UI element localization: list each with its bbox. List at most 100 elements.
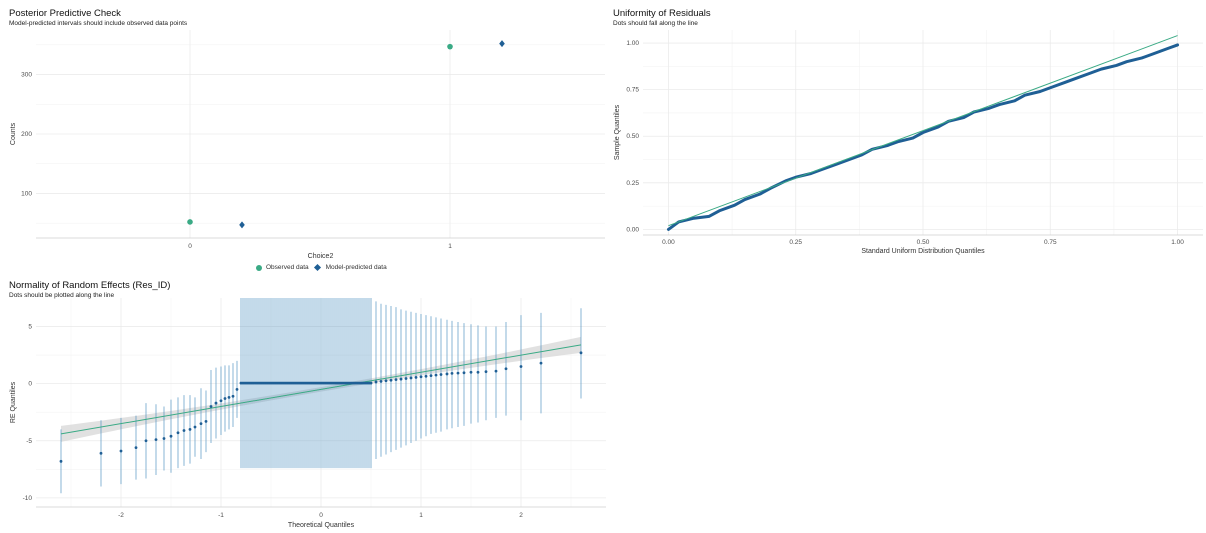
re-point [311, 381, 315, 385]
re-point [188, 427, 192, 431]
re-point [219, 399, 223, 403]
re-point [235, 387, 239, 391]
predicted-legend-label: Model-predicted data [325, 264, 387, 271]
re-point [343, 381, 347, 385]
x-tick-label: 0.00 [662, 239, 675, 246]
x-tick-label: -2 [118, 512, 124, 519]
re-point [241, 381, 245, 385]
re-point [119, 449, 123, 453]
re-point [307, 381, 311, 385]
re-point [379, 379, 383, 383]
re-point [154, 438, 158, 442]
y-tick-label: 1.00 [626, 40, 639, 47]
reference-line [668, 35, 1178, 227]
ppc-subtitle: Model-predicted intervals should include… [9, 20, 188, 27]
x-tick-label: 1 [419, 512, 423, 519]
re-point [257, 381, 261, 385]
re-point [331, 381, 335, 385]
re-point [283, 381, 287, 385]
y-axis-label: RE Quantiles [10, 381, 17, 423]
re-point [227, 395, 231, 399]
re-point [214, 401, 218, 405]
normality-title: Normality of Random Effects (Res_ID) [9, 280, 171, 291]
x-tick-label: -1 [218, 512, 224, 519]
re-point [199, 422, 203, 426]
re-point [176, 431, 180, 435]
re-point [337, 381, 341, 385]
predicted-point [239, 221, 245, 229]
re-point [476, 370, 480, 374]
re-point [231, 394, 235, 398]
re-point [424, 374, 428, 378]
re-point [249, 381, 253, 385]
re-point [279, 381, 283, 385]
re-point [267, 381, 271, 385]
re-point [450, 371, 454, 375]
re-point [579, 351, 583, 355]
re-point [261, 381, 265, 385]
re-point [494, 369, 498, 373]
re-point [295, 381, 299, 385]
re-point [291, 381, 295, 385]
re-point [519, 365, 523, 368]
re-point [285, 381, 289, 385]
re-point [429, 374, 433, 378]
re-point [394, 378, 398, 382]
y-axis-label: Sample Quantiles [614, 104, 621, 160]
re-point [339, 381, 343, 385]
uniformity-subtitle: Dots should fall along the line [613, 20, 698, 27]
x-axis-label: Choice2 [308, 253, 334, 260]
re-point [414, 375, 418, 379]
x-tick-label: 0 [319, 512, 323, 519]
re-point [347, 381, 351, 385]
re-point [313, 381, 317, 385]
re-point [462, 371, 466, 375]
uniformity-chart: 0.00 0.25 0.50 0.75 1.00 0.00 0.25 0.50 0.75 1.00… [614, 30, 1203, 255]
re-point [419, 375, 423, 379]
re-point [293, 381, 297, 385]
re-point [243, 381, 247, 385]
observed-legend-label: Observed data [266, 264, 309, 271]
re-point [277, 381, 281, 385]
re-point [439, 373, 443, 376]
re-point [299, 381, 303, 385]
re-point [369, 381, 373, 385]
uniformity-title: Uniformity of Residuals [613, 8, 711, 19]
y-tick-label: 0.25 [626, 180, 639, 187]
re-point [384, 379, 388, 383]
re-point [301, 381, 305, 385]
re-point [504, 367, 508, 371]
re-point [345, 381, 349, 385]
re-point [365, 381, 369, 385]
re-point [182, 429, 186, 432]
observed-point [187, 219, 193, 225]
y-tick-label: 0 [28, 381, 32, 388]
re-point [327, 381, 331, 385]
re-point [134, 446, 138, 450]
predicted-point [499, 40, 505, 48]
observed-point [447, 43, 453, 50]
re-point [253, 381, 257, 385]
ppc-panel: Posterior Predictive Check Model-predict… [9, 8, 609, 278]
predicted-legend-icon [313, 263, 321, 272]
re-point [193, 425, 197, 429]
re-point [484, 370, 488, 374]
re-point [289, 381, 293, 385]
re-point [349, 381, 353, 385]
re-point [265, 381, 269, 385]
re-point [539, 361, 543, 365]
re-point [389, 378, 393, 382]
re-point [169, 434, 173, 438]
re-point [303, 381, 307, 385]
re-point [251, 381, 255, 385]
re-point [281, 381, 285, 385]
re-point [319, 381, 323, 385]
normality-panel: Normality of Random Effects (Res_ID) Dot… [9, 280, 609, 533]
y-tick-label: 200 [21, 131, 32, 138]
x-tick-label: 0.50 [917, 239, 930, 246]
y-tick-label: -10 [23, 495, 33, 502]
re-point [259, 381, 263, 385]
re-point [323, 381, 327, 385]
re-point [325, 381, 329, 385]
re-point [271, 381, 275, 385]
